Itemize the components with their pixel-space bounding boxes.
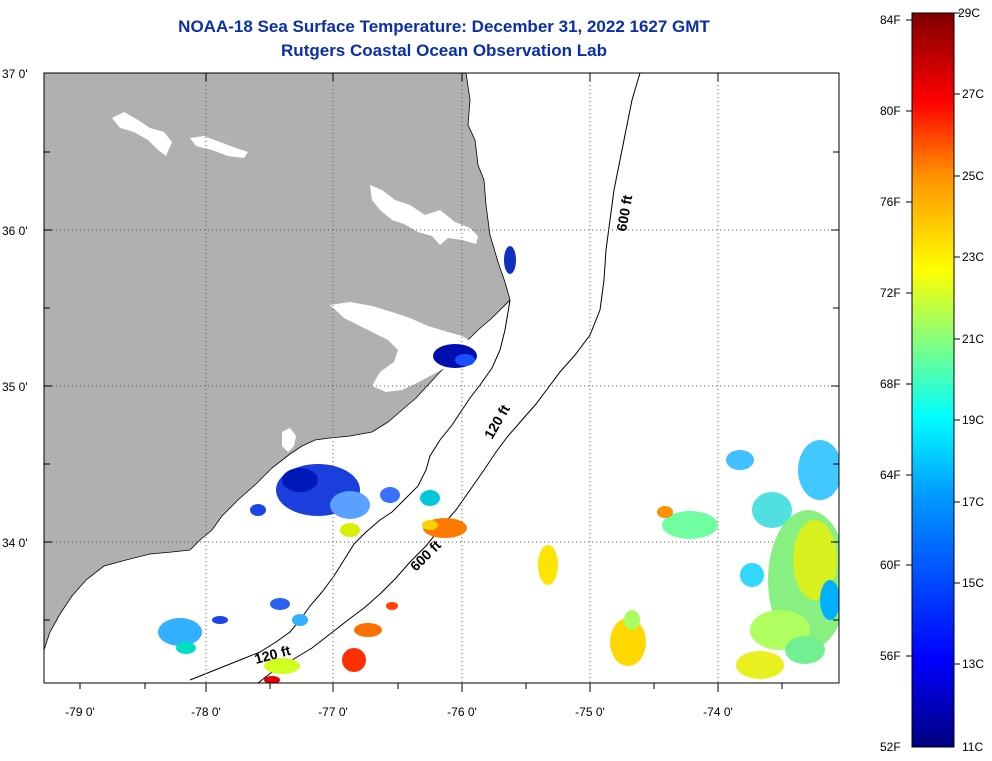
colorbar-f-label: 84F [880, 13, 901, 27]
colorbar [911, 12, 955, 748]
river-north-2 [190, 136, 248, 158]
lon-label: -76 0' [447, 705, 477, 719]
lon-label: -77 0' [318, 705, 348, 719]
axis-ticks [44, 72, 839, 692]
colorbar-f-label: 72F [880, 286, 901, 300]
cape-fear-river [282, 428, 296, 452]
lat-label: 36 0' [2, 224, 28, 238]
lon-label: -75 0' [575, 705, 605, 719]
pamlico-sound [330, 302, 472, 392]
contour-label: 600 ft [613, 193, 635, 232]
colorbar-c-label: 27C [962, 87, 984, 101]
map-title: NOAA-18 Sea Surface Temperature: Decembe… [178, 17, 710, 36]
lat-label: 35 0' [2, 380, 28, 394]
map-subtitle: Rutgers Coastal Ocean Observation Lab [281, 41, 607, 60]
lat-label: 34 0' [2, 536, 28, 550]
colorbar-f-label: 60F [880, 558, 901, 572]
colorbar-f-label: 64F [880, 468, 901, 482]
graticule [44, 73, 839, 683]
map-frame [43, 72, 840, 684]
colorbar-f-label: 68F [880, 377, 901, 391]
lat-label: 37 0' [2, 67, 28, 81]
colorbar-f-label: 52F [880, 740, 901, 754]
lon-label: -74 0' [703, 705, 733, 719]
colorbar-c-label: 19C [962, 413, 984, 427]
colorbar-c-label: 17C [962, 495, 984, 509]
lon-label: -79 0' [65, 705, 95, 719]
colorbar-c-label: 25C [962, 169, 984, 183]
colorbar-f-label: 56F [880, 649, 901, 663]
colorbar-c-label: 13C [962, 657, 984, 671]
colorbar-c-label: 15C [962, 576, 984, 590]
albemarle-sound [370, 185, 478, 245]
colorbar-ticks [906, 12, 960, 665]
contour-120ft [189, 299, 511, 681]
colorbar-c-label: 21C [962, 332, 984, 346]
colorbar-f-label: 76F [880, 195, 901, 209]
river-north [112, 112, 172, 156]
lon-label: -78 0' [191, 705, 221, 719]
colorbar-c-label: 23C [962, 250, 984, 264]
colorbar-c-label: 29C [958, 6, 980, 20]
colorbar-f-label: 80F [880, 104, 901, 118]
colorbar-c-label: 11C [962, 740, 983, 754]
contour-600ft [257, 73, 641, 683]
sst-data [158, 246, 839, 683]
